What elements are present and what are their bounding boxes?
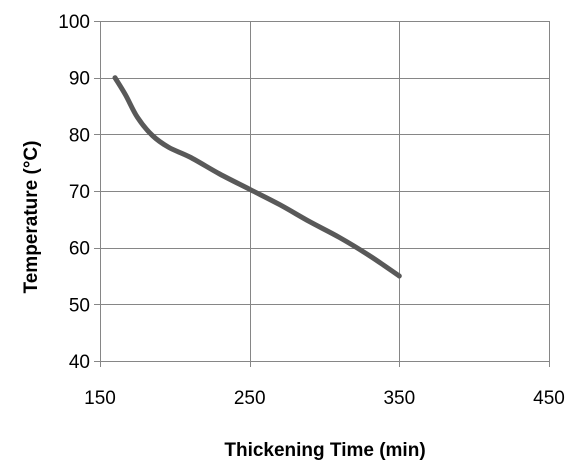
y-tick-label: 50: [69, 295, 90, 316]
y-axis-title: Temperature (°C): [21, 141, 42, 294]
series-line: [112, 75, 402, 279]
x-axis-title: Thickening Time (min): [224, 440, 425, 461]
y-tick-label: 90: [69, 69, 90, 90]
x-tick-label: 450: [533, 388, 565, 409]
y-tick-label: 70: [69, 182, 90, 203]
x-tick-label: 150: [84, 388, 116, 409]
x-tick-label: 250: [234, 388, 266, 409]
y-tick-label: 60: [69, 239, 90, 260]
y-tick-label: 100: [58, 12, 90, 33]
y-tick-labels: 40 50 60 70 80 90 100: [58, 12, 90, 373]
x-tick-label: 350: [383, 388, 415, 409]
grid-lines: [100, 21, 550, 362]
x-tick-labels: 150 250 350 450: [84, 388, 565, 409]
axis-ticks: [94, 21, 550, 367]
y-tick-label: 40: [69, 352, 90, 373]
y-tick-label: 80: [69, 125, 90, 146]
series-layer: [112, 75, 402, 279]
